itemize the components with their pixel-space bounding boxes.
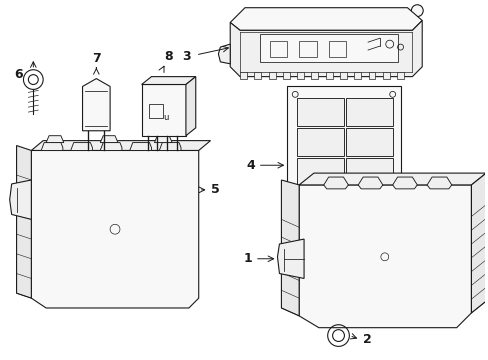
- Bar: [345, 128, 392, 156]
- Polygon shape: [339, 72, 346, 78]
- Polygon shape: [283, 72, 289, 78]
- Polygon shape: [299, 173, 485, 185]
- Polygon shape: [299, 185, 470, 328]
- Text: 2: 2: [363, 333, 371, 346]
- Bar: [297, 98, 343, 126]
- Bar: [259, 34, 397, 62]
- Polygon shape: [240, 72, 246, 78]
- Polygon shape: [382, 72, 389, 78]
- Polygon shape: [470, 173, 485, 313]
- Polygon shape: [254, 72, 261, 78]
- Polygon shape: [268, 72, 275, 78]
- Polygon shape: [297, 72, 304, 78]
- Polygon shape: [10, 180, 31, 219]
- Polygon shape: [311, 72, 318, 78]
- Bar: [328, 41, 346, 57]
- Bar: [345, 158, 392, 186]
- Polygon shape: [154, 136, 172, 143]
- Polygon shape: [71, 143, 92, 150]
- Polygon shape: [82, 78, 110, 131]
- Polygon shape: [31, 141, 210, 150]
- Polygon shape: [277, 239, 304, 278]
- Circle shape: [410, 5, 422, 17]
- Polygon shape: [159, 143, 181, 150]
- Text: 4: 4: [245, 159, 254, 172]
- Text: 3: 3: [182, 50, 190, 63]
- Polygon shape: [129, 143, 151, 150]
- Polygon shape: [392, 177, 416, 189]
- Polygon shape: [17, 145, 31, 298]
- Polygon shape: [218, 44, 230, 64]
- Polygon shape: [100, 143, 122, 150]
- Bar: [321, 215, 366, 239]
- Polygon shape: [46, 136, 64, 143]
- Polygon shape: [142, 77, 195, 85]
- Bar: [297, 128, 343, 156]
- Text: u: u: [163, 113, 168, 122]
- Text: 6: 6: [14, 68, 23, 81]
- Polygon shape: [426, 177, 451, 189]
- Polygon shape: [325, 72, 332, 78]
- Polygon shape: [230, 8, 421, 30]
- Polygon shape: [31, 150, 198, 308]
- Text: 1: 1: [243, 252, 251, 265]
- Polygon shape: [230, 21, 421, 77]
- Polygon shape: [185, 77, 195, 136]
- Text: 7: 7: [92, 53, 101, 66]
- Polygon shape: [368, 72, 375, 78]
- Polygon shape: [287, 86, 400, 215]
- Polygon shape: [353, 72, 361, 78]
- Text: 5: 5: [210, 183, 219, 196]
- Polygon shape: [396, 72, 403, 78]
- Text: 8: 8: [164, 50, 173, 63]
- Bar: [299, 41, 316, 57]
- Bar: [345, 98, 392, 126]
- Bar: [269, 41, 287, 57]
- Polygon shape: [100, 136, 118, 143]
- Bar: [149, 104, 163, 118]
- Polygon shape: [358, 177, 382, 189]
- Bar: [142, 85, 185, 136]
- Polygon shape: [41, 143, 63, 150]
- Polygon shape: [323, 177, 347, 189]
- Bar: [297, 158, 343, 186]
- Polygon shape: [281, 180, 299, 316]
